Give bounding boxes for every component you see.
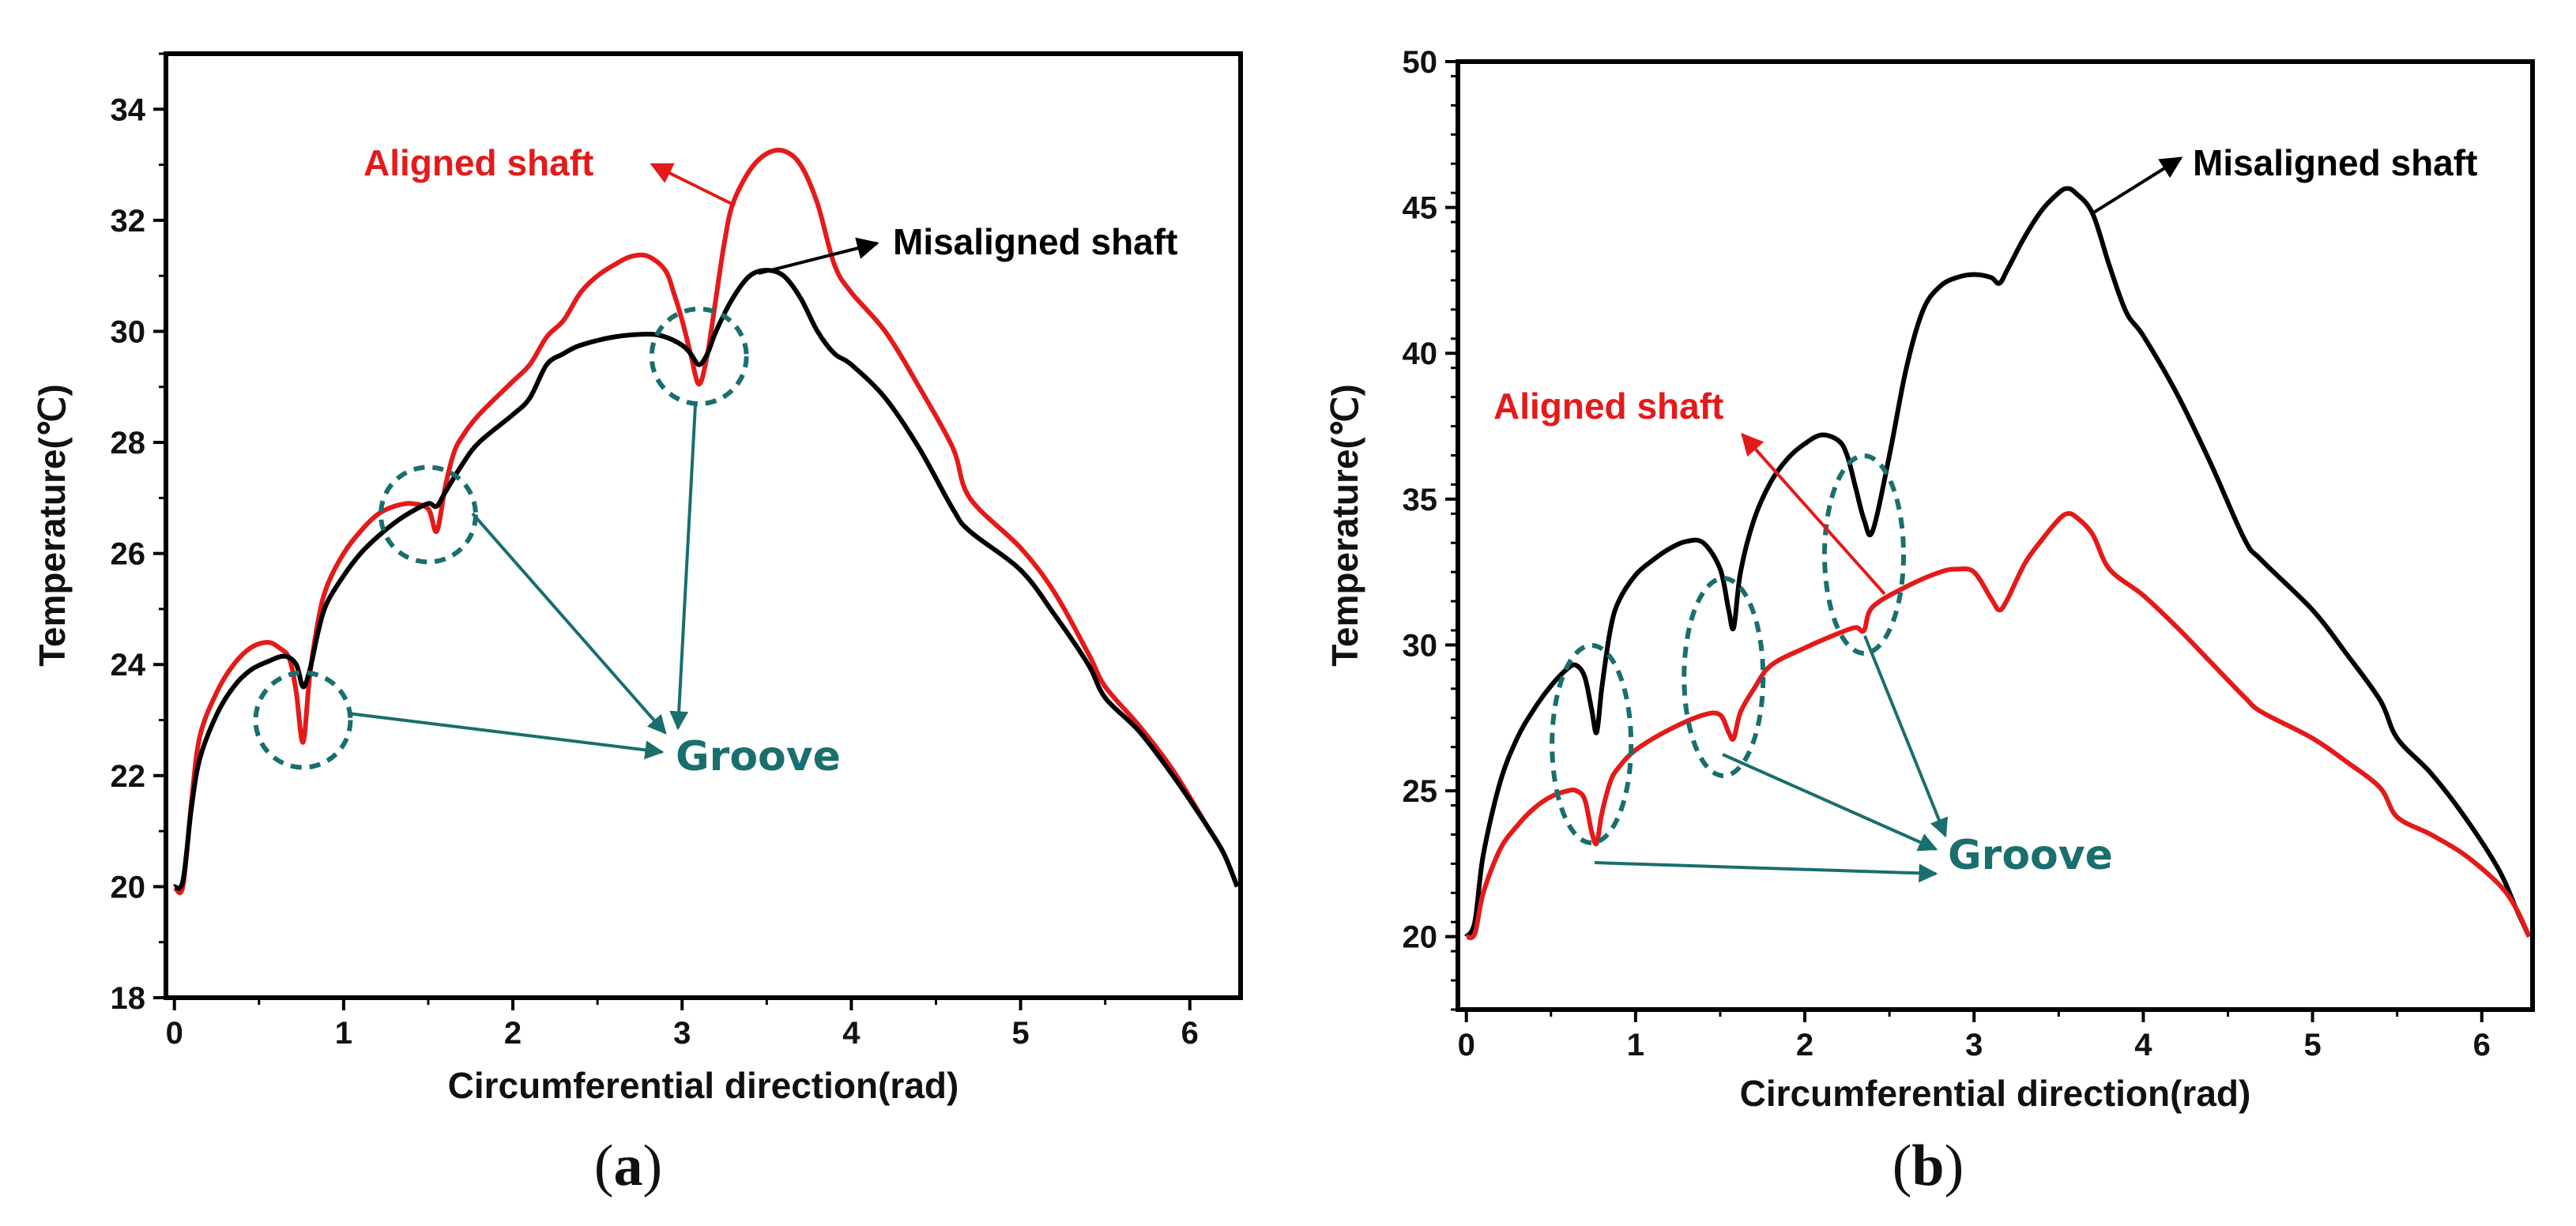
- y-axis-label-b: Temperature(℃): [1324, 384, 1365, 667]
- y-tick-label: 32: [111, 204, 146, 239]
- y-tick-label: 35: [1403, 483, 1438, 517]
- series-line-aligned-shaft: [171, 148, 1240, 896]
- groove-arrow-a1: [347, 712, 665, 760]
- groove-arrow-b3: [1863, 635, 1949, 838]
- groove-marker: [378, 464, 478, 565]
- misaligned-shaft-arrow-a: [758, 237, 879, 275]
- x-tick-label: 5: [1011, 1016, 1029, 1051]
- x-tick-label: 0: [1458, 1028, 1475, 1062]
- y-tick-label: 50: [1403, 45, 1438, 80]
- y-tick-label: 40: [1403, 337, 1438, 371]
- panel-label-b: (b): [1892, 1134, 1964, 1198]
- x-tick-label: 3: [673, 1016, 691, 1051]
- x-tick-label: 5: [2303, 1028, 2321, 1062]
- x-tick-label: 1: [1627, 1028, 1644, 1062]
- groove-label-a: Groove: [676, 733, 841, 780]
- y-axis-label-a: Temperature(℃): [32, 384, 73, 667]
- x-tick-label: 1: [335, 1016, 352, 1051]
- series-line-misaligned-shaft: [1464, 186, 2532, 938]
- groove-marker: [1682, 576, 1766, 779]
- plot-frame-b: [1456, 59, 2535, 1012]
- groove-marker: [1822, 453, 1907, 656]
- y-tick-label: 22: [111, 759, 146, 794]
- y-tick-label: 20: [111, 870, 146, 904]
- misaligned-shaft-label-b: Misaligned shaft: [2193, 142, 2477, 183]
- misaligned-shaft-arrow-b: [2091, 156, 2183, 215]
- y-tick-label: 28: [111, 426, 146, 461]
- y-tick-label: 26: [111, 537, 146, 572]
- groove-arrow-b1: [1594, 861, 1938, 883]
- series-line-aligned-shaft: [1465, 511, 2532, 941]
- panel-label-a: (a): [594, 1134, 662, 1198]
- x-tick-label: 0: [166, 1016, 183, 1051]
- aligned-shaft-label-a: Aligned shaft: [363, 142, 593, 183]
- y-tick-label: 34: [111, 92, 146, 127]
- x-tick-label: 3: [1965, 1028, 1983, 1062]
- x-tick-label: 4: [2134, 1028, 2152, 1062]
- aligned-shaft-arrow-a: [650, 163, 736, 207]
- y-tick-label: 30: [111, 314, 146, 349]
- groove-marker: [649, 306, 749, 407]
- x-tick-label: 6: [1181, 1016, 1199, 1051]
- x-tick-label: 6: [2473, 1028, 2491, 1062]
- aligned-shaft-arrow-b: [1741, 432, 1886, 596]
- x-tick-label: 2: [1796, 1028, 1813, 1062]
- x-axis-label-b: Circumferential direction(rad): [1740, 1073, 2251, 1114]
- groove-arrow-b2: [1722, 753, 1938, 852]
- misaligned-shaft-label-a: Misaligned shaft: [893, 221, 1177, 262]
- x-tick-label: 2: [504, 1016, 522, 1051]
- x-tick-label: 4: [842, 1016, 861, 1051]
- y-tick-label: 18: [111, 981, 146, 1016]
- groove-marker: [1550, 643, 1634, 845]
- y-tick-label: 20: [1403, 920, 1438, 955]
- aligned-shaft-label-b: Aligned shaft: [1493, 385, 1723, 427]
- y-tick-label: 30: [1403, 628, 1438, 663]
- x-axis-label-a: Circumferential direction(rad): [448, 1065, 959, 1106]
- groove-label-b: Groove: [1948, 832, 2113, 879]
- groove-arrow-a3: [669, 404, 697, 731]
- groove-arrow-a2: [471, 512, 667, 735]
- y-tick-label: 24: [111, 648, 146, 683]
- groove-marker: [253, 670, 353, 770]
- y-tick-label: 45: [1403, 191, 1438, 226]
- y-tick-label: 25: [1403, 774, 1438, 809]
- plot-frame-a: [164, 51, 1243, 1000]
